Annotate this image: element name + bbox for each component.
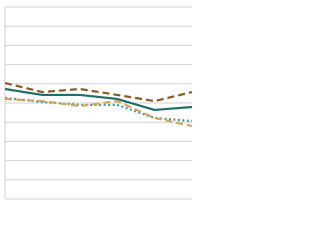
page: (() => { const data = JSON.parse(documen… bbox=[4, 6, 193, 200]
line-series bbox=[4, 81, 193, 103]
line-series bbox=[4, 97, 193, 128]
chart bbox=[4, 6, 193, 200]
line-series bbox=[4, 87, 193, 112]
